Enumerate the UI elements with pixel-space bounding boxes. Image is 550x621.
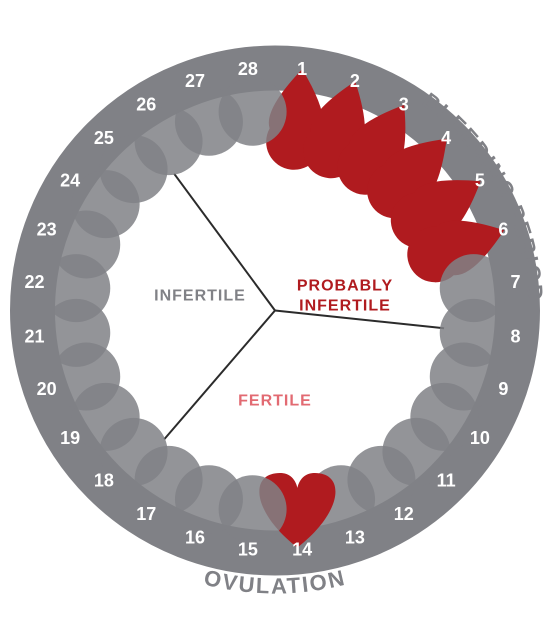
day-number: 24 [60,170,80,190]
day-number: 2 [350,71,360,91]
day-number: 25 [94,128,114,148]
segment-labels: PROBABLY INFERTILE FERTILE INFERTILE [154,278,393,410]
day-number: 18 [94,470,114,490]
day-number: 8 [510,326,520,346]
segment-label-fertile: FERTILE [238,393,312,410]
segment-label-probablyInfertile: PROBABLY [297,278,393,295]
day-number: 21 [25,326,45,346]
day-number: 22 [25,272,45,292]
day-number: 26 [136,94,156,114]
day-number: 1 [297,59,307,79]
day-number: 16 [185,528,205,548]
day-number: 23 [37,219,57,239]
day-number: 10 [470,428,490,448]
segment-label-infertile: INFERTILE [154,288,246,305]
day-number: 11 [437,470,456,490]
day-number: 12 [394,504,414,524]
day-number: 27 [185,71,205,91]
day-circle [219,78,287,146]
day-number: 13 [345,528,365,548]
menstrual-cycle-diagram: PROBABLYINFERTILEFERTILEINFERTILE1234567… [0,0,550,621]
day-number: 28 [238,59,258,79]
day-number: 9 [498,379,508,399]
day-number: 3 [399,94,409,114]
segment-label-probablyInfertile-2: INFERTILE [299,298,391,315]
day-number: 17 [136,504,156,524]
day-number: 15 [238,540,258,560]
day-number: 7 [510,272,520,292]
day-number: 20 [37,379,57,399]
day-number: 19 [60,428,80,448]
day-number: 14 [292,540,312,560]
